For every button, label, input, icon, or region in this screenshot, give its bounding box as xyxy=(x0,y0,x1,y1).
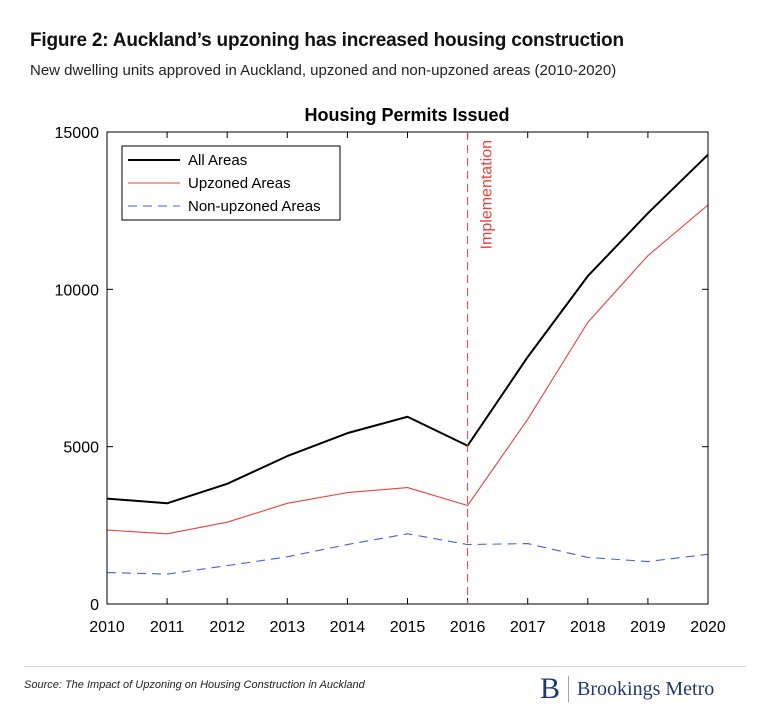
legend-label: Non-upzoned Areas xyxy=(188,198,321,215)
chart-legend: All Areas Upzoned Areas Non-upzoned Areas xyxy=(121,145,341,221)
x-tick-label: 2018 xyxy=(570,619,606,636)
logo-mark: B xyxy=(540,672,561,705)
legend-label: All Areas xyxy=(188,152,247,169)
series-line-upzoned-areas xyxy=(106,204,709,535)
x-tick-label: 2017 xyxy=(510,619,546,636)
series-line-all-areas xyxy=(106,153,709,505)
legend-label: Upzoned Areas xyxy=(188,175,291,192)
x-tick-label: 2010 xyxy=(89,619,125,636)
figure-subtitle: New dwelling units approved in Auckland,… xyxy=(30,62,617,79)
series-line-non-upzoned-areas xyxy=(106,533,709,575)
footer-divider xyxy=(24,666,746,667)
y-tick-label: 10000 xyxy=(55,282,100,299)
y-tick-label: 15000 xyxy=(55,125,100,142)
x-tick-label: 2012 xyxy=(209,619,245,636)
chart-title: Housing Permits Issued xyxy=(304,105,509,125)
brookings-metro-logo: B Brookings Metro xyxy=(540,674,714,704)
x-tick-label: 2019 xyxy=(630,619,666,636)
x-tick-label: 2014 xyxy=(330,619,366,636)
logo-divider xyxy=(568,676,570,702)
x-tick-label: 2015 xyxy=(390,619,426,636)
x-tick-label: 2020 xyxy=(690,619,726,636)
x-tick-label: 2013 xyxy=(270,619,306,636)
y-tick-label: 0 xyxy=(90,597,99,614)
line-chart: Housing Permits Issued 2010 2011 2012 2013 2… xyxy=(55,105,726,636)
y-tick-label: 5000 xyxy=(63,440,99,457)
figure-title: Figure 2: Auckland’s upzoning has increa… xyxy=(30,30,624,51)
source-note: Source: The Impact of Upzoning on Housin… xyxy=(24,679,365,691)
x-tick-label: 2011 xyxy=(150,619,185,636)
x-tick-label: 2016 xyxy=(450,619,486,636)
implementation-label: Implementation xyxy=(479,140,496,249)
logo-text: Brookings Metro xyxy=(577,677,715,700)
